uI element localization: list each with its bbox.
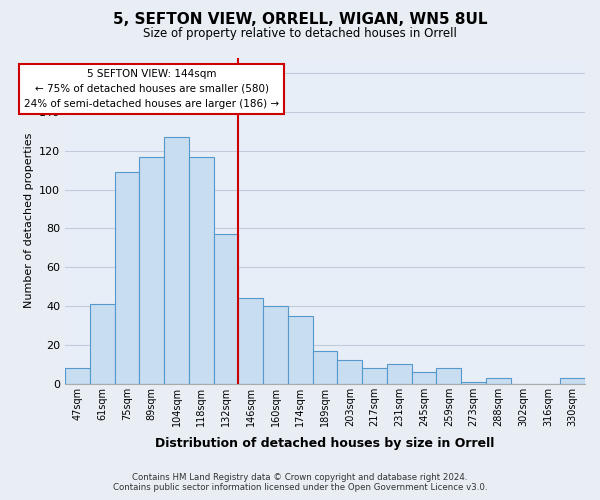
- Bar: [164, 137, 189, 384]
- Text: 5, SEFTON VIEW, ORRELL, WIGAN, WN5 8UL: 5, SEFTON VIEW, ORRELL, WIGAN, WN5 8UL: [113, 12, 487, 28]
- Text: Contains HM Land Registry data © Crown copyright and database right 2024.
Contai: Contains HM Land Registry data © Crown c…: [113, 473, 487, 492]
- Bar: [387, 364, 412, 384]
- Bar: [90, 304, 115, 384]
- Bar: [214, 234, 238, 384]
- Bar: [486, 378, 511, 384]
- Bar: [461, 382, 486, 384]
- Bar: [560, 378, 585, 384]
- Bar: [238, 298, 263, 384]
- Bar: [288, 316, 313, 384]
- Bar: [313, 350, 337, 384]
- Bar: [436, 368, 461, 384]
- Bar: [189, 156, 214, 384]
- Bar: [337, 360, 362, 384]
- Bar: [115, 172, 139, 384]
- Bar: [362, 368, 387, 384]
- X-axis label: Distribution of detached houses by size in Orrell: Distribution of detached houses by size …: [155, 437, 495, 450]
- Bar: [65, 368, 90, 384]
- Text: 5 SEFTON VIEW: 144sqm
← 75% of detached houses are smaller (580)
24% of semi-det: 5 SEFTON VIEW: 144sqm ← 75% of detached …: [24, 69, 279, 109]
- Text: Size of property relative to detached houses in Orrell: Size of property relative to detached ho…: [143, 28, 457, 40]
- Bar: [139, 156, 164, 384]
- Bar: [263, 306, 288, 384]
- Bar: [412, 372, 436, 384]
- Y-axis label: Number of detached properties: Number of detached properties: [23, 133, 34, 308]
